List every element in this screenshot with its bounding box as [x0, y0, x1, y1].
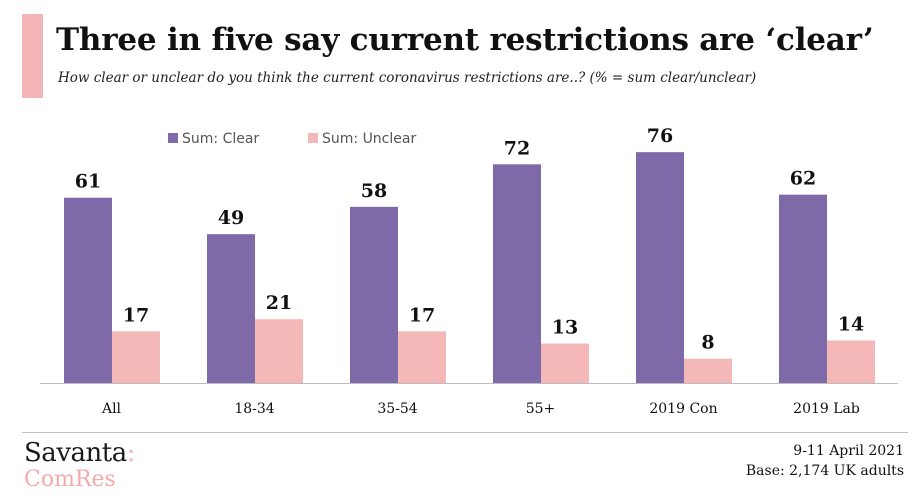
data-label: 8 [701, 332, 714, 354]
bar-clear [493, 164, 541, 383]
bar-unclear [827, 340, 875, 383]
legend-label: Sum: Unclear [322, 131, 416, 147]
data-label: 17 [409, 304, 435, 326]
sample-base: Base: 2,174 UK adults [745, 463, 904, 479]
data-label: 49 [218, 207, 244, 229]
x-tick-label: 2019 Lab [793, 401, 860, 417]
logo-comres-text: ComRes [24, 467, 116, 492]
accent-bar [22, 14, 43, 98]
x-tick-label: 55+ [526, 401, 556, 417]
chart-subtitle: How clear or unclear do you think the cu… [58, 70, 757, 86]
bar-clear [350, 206, 398, 383]
savanta-comres-logo: Savanta: ComRes [24, 440, 135, 491]
bar-clear [64, 197, 112, 383]
data-label: 58 [361, 180, 387, 202]
data-label: 13 [552, 317, 578, 339]
chart-title: Three in five say current restrictions a… [56, 22, 874, 58]
data-label: 21 [266, 292, 292, 314]
fieldwork-date: 9-11 April 2021 [793, 443, 904, 459]
x-tick-label: 35-54 [377, 401, 417, 417]
x-tick-label: 18-34 [234, 401, 274, 417]
footer-divider [22, 432, 908, 433]
bar-clear [779, 194, 827, 383]
legend-swatch [168, 133, 178, 143]
bar-unclear [684, 358, 732, 383]
data-label: 72 [504, 137, 530, 159]
legend-swatch [308, 133, 318, 143]
data-label: 62 [790, 168, 816, 190]
logo-wordmark: Savanta: [24, 440, 135, 466]
bar-unclear [255, 319, 303, 383]
data-label: 61 [75, 171, 101, 193]
data-label: 14 [838, 313, 864, 335]
data-label: 76 [647, 125, 673, 147]
bar-unclear [112, 331, 160, 383]
x-tick-label: 2019 Con [649, 401, 717, 417]
bar-clear [636, 152, 684, 383]
x-tick-label: All [101, 401, 122, 417]
fieldwork-info: 9-11 April 2021 Base: 2,174 UK adults [746, 441, 904, 481]
logo-colon: : [126, 438, 136, 468]
bar-chart: 61 17 All 49 21 18-34 58 17 35-54 72 13 55+ 76 8 2019 … [40, 125, 898, 417]
logo-savanta-text: Savanta [24, 438, 127, 468]
bar-unclear [541, 343, 589, 383]
data-label: 17 [123, 304, 149, 326]
bar-unclear [398, 331, 446, 383]
legend-label: Sum: Clear [182, 131, 259, 147]
bar-clear [207, 234, 255, 383]
